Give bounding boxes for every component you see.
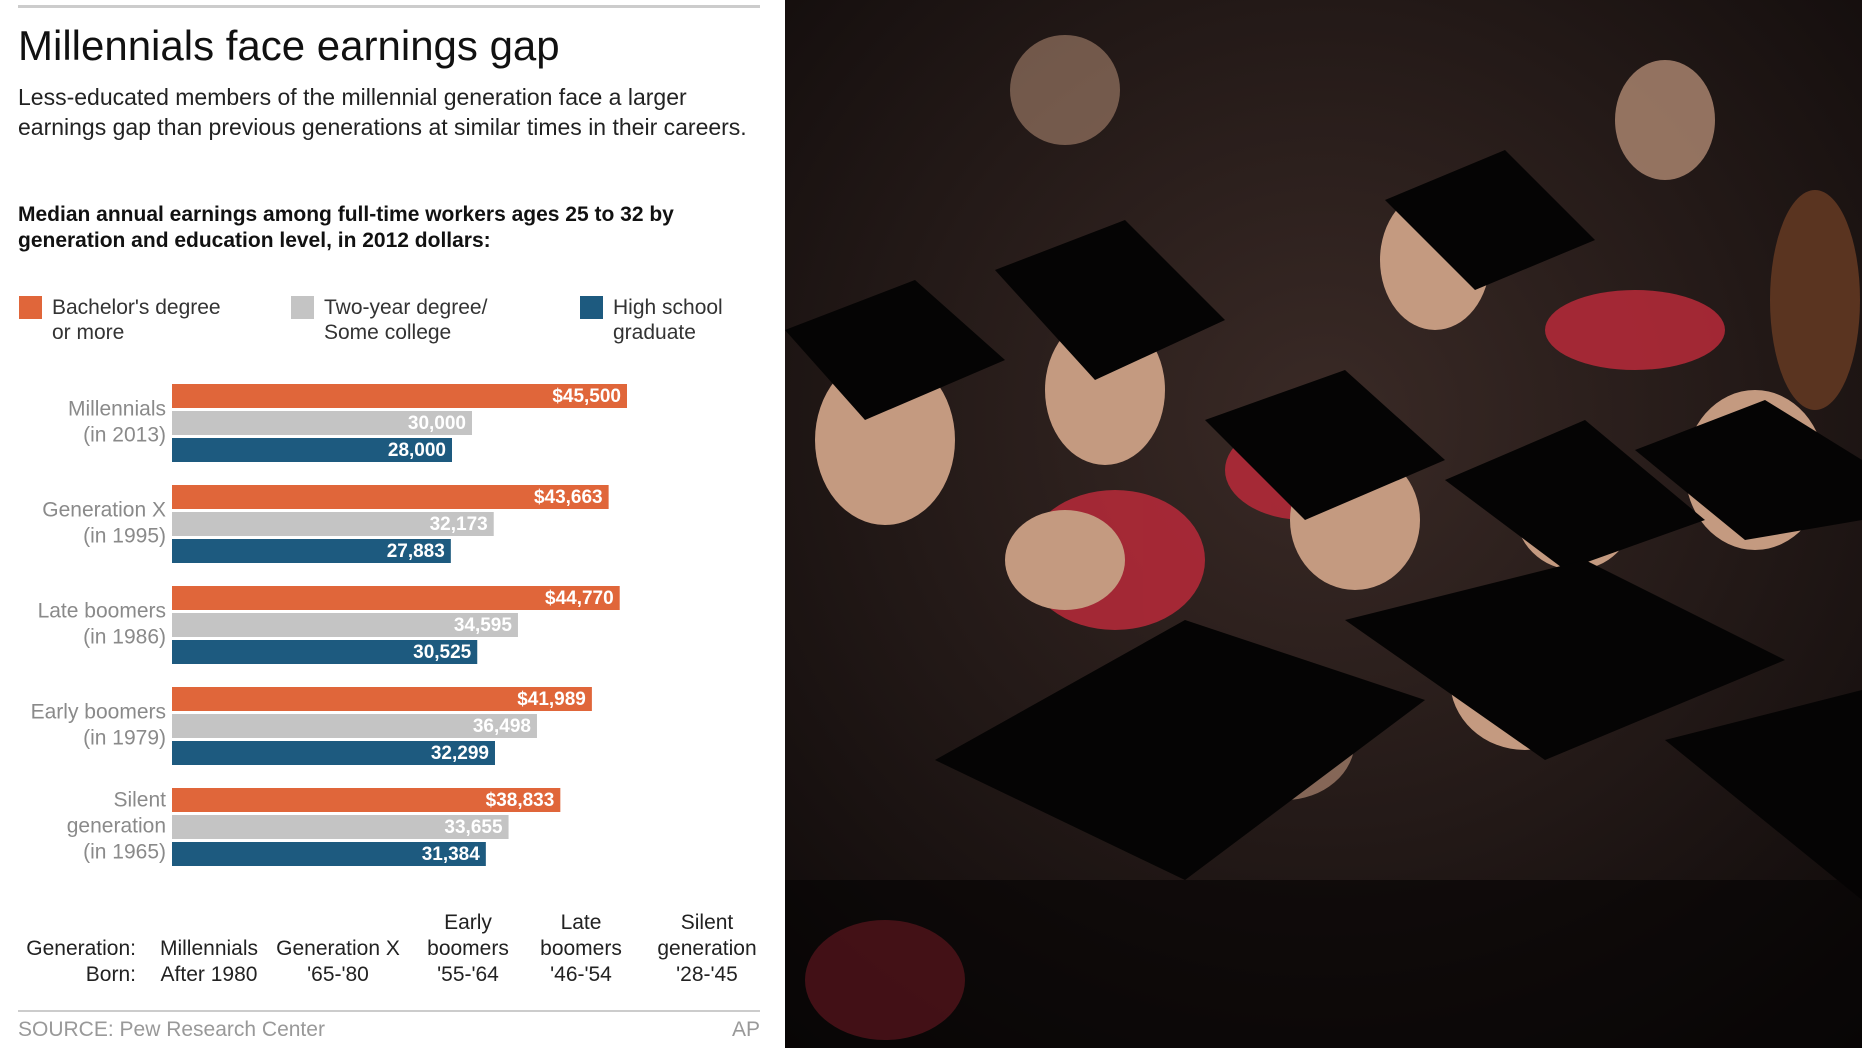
category-label: Early boomers xyxy=(31,701,166,724)
bar xyxy=(172,815,509,839)
legend-swatch xyxy=(580,296,603,319)
generation-name: Early boomers xyxy=(427,911,509,960)
bar xyxy=(172,438,452,462)
generation-name: Silent generation xyxy=(657,911,757,960)
bar xyxy=(172,384,627,408)
value-label: 28,000 xyxy=(388,440,446,461)
note: Median annual earnings among full-time w… xyxy=(18,203,674,252)
bar xyxy=(172,485,609,509)
value-label: 36,498 xyxy=(473,716,531,737)
bottom-rule xyxy=(18,1010,760,1012)
row-label: Generation: xyxy=(26,937,136,960)
category-label: Silent xyxy=(113,789,166,812)
category-label: (in 2013) xyxy=(83,424,166,447)
generation-name: Millennials xyxy=(159,937,259,960)
category-label: Late boomers xyxy=(38,600,166,623)
bar xyxy=(172,613,518,637)
bar xyxy=(172,586,620,610)
infographic: Millennials face earnings gap Less-educa… xyxy=(0,0,784,1048)
value-label: 30,000 xyxy=(408,413,466,434)
bar xyxy=(172,411,472,435)
legend-label: Two-year degree/ Some college xyxy=(324,296,488,344)
value-label: $45,500 xyxy=(552,386,621,407)
legend-label: Bachelor's degree or more xyxy=(52,296,221,344)
value-label: 30,525 xyxy=(413,642,472,663)
born-years: '55-'64 xyxy=(437,963,499,986)
category-label: generation xyxy=(67,815,166,838)
legend-item: Two-year degree/ Some college xyxy=(291,295,509,345)
legend-item: High school graduate xyxy=(580,295,738,345)
value-label: 27,883 xyxy=(387,541,445,562)
born-years: '28-'45 xyxy=(676,963,738,986)
born-years: After 1980 xyxy=(160,963,258,986)
value-label: 34,595 xyxy=(454,615,513,636)
legend-swatch xyxy=(19,296,42,319)
bar xyxy=(172,842,486,866)
generation-name: Generation X xyxy=(276,937,400,960)
top-rule xyxy=(18,5,760,8)
legend-label: High school graduate xyxy=(613,296,723,344)
category-label: (in 1965) xyxy=(83,841,166,864)
row-label: Born: xyxy=(85,963,136,986)
category-label: (in 1995) xyxy=(83,525,166,548)
bar xyxy=(172,788,561,812)
subtitle: Less-educated members of the millennial … xyxy=(18,84,747,140)
value-label: 32,299 xyxy=(431,743,489,764)
born-years: '65-'80 xyxy=(307,963,369,986)
value-label: 32,173 xyxy=(430,514,488,535)
value-label: $38,833 xyxy=(486,790,555,811)
bar xyxy=(172,741,495,765)
value-label: 33,655 xyxy=(444,817,503,838)
credit: AP xyxy=(731,1018,760,1041)
bar xyxy=(172,640,478,664)
value-label: $41,989 xyxy=(517,689,586,710)
value-label: $44,770 xyxy=(545,588,614,609)
source: SOURCE: Pew Research Center xyxy=(18,1018,325,1041)
bar xyxy=(172,539,451,563)
legend-item: Bachelor's degree or more xyxy=(19,295,242,345)
value-label: 31,384 xyxy=(422,844,481,865)
born-years: '46-'54 xyxy=(550,963,612,986)
photo xyxy=(785,0,1862,1048)
category-label: (in 1979) xyxy=(83,727,166,750)
category-label: Millennials xyxy=(68,398,166,421)
bar xyxy=(172,512,494,536)
category-label: Generation X xyxy=(42,499,166,522)
category-label: (in 1986) xyxy=(83,626,166,649)
value-label: $43,663 xyxy=(534,487,603,508)
legend-swatch xyxy=(291,296,314,319)
generation-name: Late boomers xyxy=(540,911,622,960)
bar xyxy=(172,714,537,738)
chart-title: Millennials face earnings gap xyxy=(18,22,560,69)
chart: Millennials (in 2013) $45,500 30,000 28,000 G… xyxy=(31,384,627,866)
bar xyxy=(172,687,592,711)
